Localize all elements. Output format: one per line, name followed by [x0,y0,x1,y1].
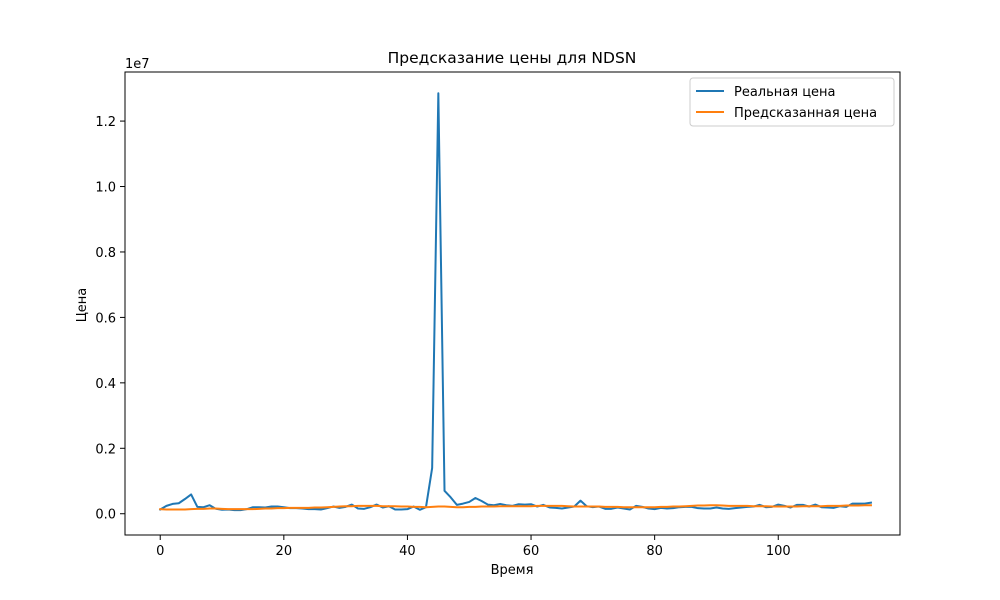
y-tick-label: 0.6 [95,311,116,326]
chart-title: Предсказание цены для NDSN [388,49,637,67]
x-tick-label: 20 [276,544,293,559]
legend-label-predicted: Предсказанная цена [734,106,877,121]
series-line-real [158,92,873,512]
axes-frame [124,71,901,536]
y-tick-label: 0.0 [95,508,116,523]
plot-area [158,92,873,512]
x-tick-label: 60 [523,544,540,559]
y-tick-label: 1.2 [95,115,116,130]
x-tick-label: 0 [156,544,164,559]
y-tick-label: 0.2 [95,442,116,457]
legend: Реальная цена Предсказанная цена [689,77,895,127]
y-tick-label: 1.0 [95,181,116,196]
legend-frame [689,77,895,127]
x-axis-label: Время [491,563,534,578]
y-tick-label: 0.8 [95,246,116,261]
y-tick-label: 0.4 [95,377,116,392]
y-axis-label: Цена [75,288,90,323]
x-tick-label: 100 [766,544,791,559]
x-tick-label: 80 [646,544,663,559]
x-tick-label: 40 [399,544,416,559]
axes: 0 20 40 60 80 100 0.0 0.2 0.4 0.6 0.8 1.0 1.2 [95,71,901,559]
legend-label-real: Реальная цена [734,85,836,100]
y-offset-text: 1e7 [125,57,150,72]
series-line-predicted [159,504,872,511]
